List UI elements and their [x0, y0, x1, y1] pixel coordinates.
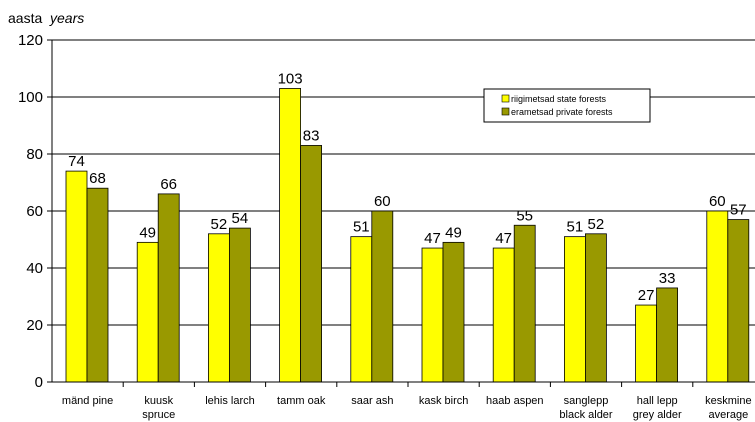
data-label: 47: [495, 230, 512, 247]
bar: [706, 210, 729, 383]
data-label: 47: [424, 230, 441, 247]
x-category-label: lehis larch: [205, 395, 255, 407]
legend-swatch-state: [501, 94, 510, 103]
y-unit-label-english: years: [49, 10, 84, 26]
bar: [492, 247, 515, 383]
x-category-label: sanglepp black alder: [559, 395, 613, 421]
data-label: 55: [516, 207, 533, 224]
y-unit-label: aasta: [8, 10, 42, 26]
x-category-label-line: black alder: [559, 409, 613, 421]
x-category-label-line: tamm oak: [277, 395, 326, 407]
data-label: 74: [68, 153, 85, 170]
x-category-label-line: grey alder: [633, 409, 682, 421]
x-category-label: hall lepp grey alder: [633, 395, 682, 421]
x-category-label-line: kuusk: [144, 395, 173, 407]
legend: riigimetsad state forests erametsad priv…: [483, 88, 651, 123]
x-category-label: kuusk spruce: [142, 395, 175, 421]
bar: [635, 304, 657, 383]
data-label: 66: [160, 176, 177, 193]
x-category-label-line: haab aspen: [486, 395, 544, 407]
data-label: 52: [588, 216, 605, 233]
y-tick-label: 20: [26, 317, 43, 334]
bar: [585, 233, 607, 383]
data-label: 49: [445, 224, 462, 241]
data-label: 54: [232, 210, 249, 227]
bar: [727, 219, 750, 383]
data-label: 49: [139, 224, 156, 241]
bar: [656, 287, 678, 383]
data-label: 51: [353, 219, 370, 236]
legend-box: [483, 88, 651, 123]
data-label: 51: [567, 219, 584, 236]
bar: [421, 247, 444, 383]
x-category-label-line: lehis larch: [205, 395, 255, 407]
y-tick-label: 0: [35, 374, 43, 391]
x-category-label-line: sanglepp: [564, 395, 609, 407]
bar: [279, 88, 302, 383]
y-tick-label: 100: [18, 89, 43, 106]
data-label: 52: [211, 216, 228, 233]
legend-label-state: riigimetsad state forests: [511, 94, 607, 104]
y-tick-label: 40: [26, 260, 43, 277]
x-category-label-line: mänd pine: [62, 395, 113, 407]
data-label: 68: [89, 170, 106, 187]
bars: [65, 88, 750, 383]
data-label: 27: [638, 287, 655, 304]
x-category-label-line: hall lepp: [637, 395, 678, 407]
bar: [564, 236, 586, 383]
y-tick-label: 120: [18, 32, 43, 49]
data-label: 60: [709, 193, 726, 210]
bar: [442, 241, 465, 383]
x-category-label-line: kask birch: [419, 395, 469, 407]
bar: [513, 224, 536, 383]
bar: [207, 233, 230, 383]
data-label: 33: [659, 270, 676, 287]
bar: [350, 236, 373, 383]
data-label: 83: [303, 127, 320, 144]
x-category-label: tamm oak: [277, 395, 326, 407]
x-category-label: saar ash: [351, 395, 393, 407]
data-label: 57: [730, 202, 747, 219]
bar: [371, 210, 394, 383]
x-category-label-line: average: [709, 409, 749, 421]
x-category-label: keskmine average: [705, 395, 751, 421]
bar: [157, 193, 180, 383]
bar: [228, 227, 251, 383]
x-category-label: kask birch: [419, 395, 469, 407]
y-tick-label: 60: [26, 203, 43, 220]
data-label: 60: [374, 193, 391, 210]
y-axis-ticks: 0 20 40 60 80 100 120: [18, 32, 694, 391]
data-label: 103: [278, 70, 303, 87]
y-tick-label: 80: [26, 146, 43, 163]
category-labels: mänd pine kuusk spruce lehis larch tamm oak s…: [62, 395, 752, 421]
bar: [300, 145, 323, 383]
legend-label-private: erametsad private forests: [511, 107, 613, 117]
bar: [65, 170, 88, 383]
legend-swatch-private: [501, 107, 510, 116]
x-category-label: mänd pine: [62, 395, 113, 407]
x-category-label: haab aspen: [486, 395, 544, 407]
x-category-label-line: spruce: [142, 409, 175, 421]
x-category-label-line: saar ash: [351, 395, 393, 407]
bar: [136, 241, 159, 383]
bar: [86, 187, 109, 383]
x-category-label-line: keskmine: [705, 395, 751, 407]
